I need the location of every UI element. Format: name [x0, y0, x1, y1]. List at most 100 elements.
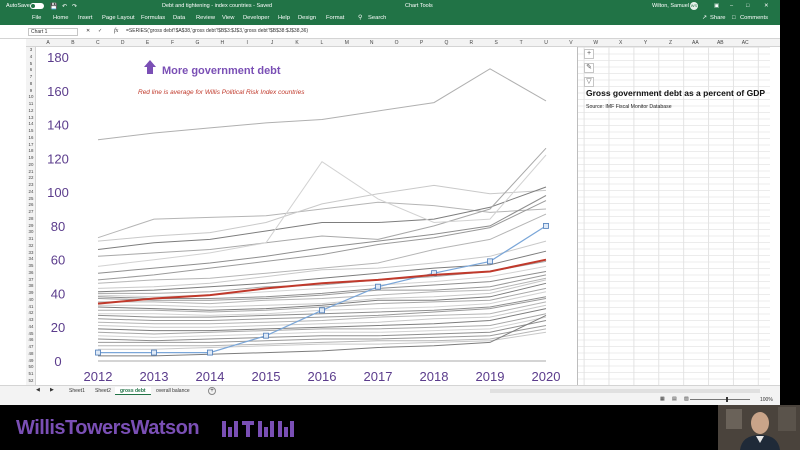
- column-header-l[interactable]: L: [320, 40, 324, 46]
- add-sheet-button[interactable]: +: [208, 387, 216, 395]
- row-header-20[interactable]: 20: [28, 161, 34, 167]
- country-series-line[interactable]: [98, 279, 547, 308]
- column-header-a[interactable]: A: [46, 40, 50, 46]
- row-header-50[interactable]: 50: [28, 364, 34, 370]
- tab-review[interactable]: Review: [196, 15, 216, 21]
- column-header-v[interactable]: V: [569, 40, 573, 46]
- column-header-n[interactable]: N: [369, 40, 374, 46]
- row-header-42[interactable]: 42: [28, 310, 34, 316]
- zoom-slider-thumb[interactable]: [726, 397, 728, 402]
- row-header-25[interactable]: 25: [28, 195, 34, 201]
- row-header-19[interactable]: 19: [28, 155, 34, 160]
- sheet-tab-overall-balance[interactable]: overall balance: [156, 388, 190, 394]
- share-icon[interactable]: ↗: [702, 15, 707, 21]
- row-header-51[interactable]: 51: [28, 371, 34, 376]
- selected-series-handle[interactable]: [263, 332, 269, 339]
- row-header-11[interactable]: 11: [28, 101, 34, 106]
- name-box[interactable]: Chart 1: [28, 28, 78, 36]
- row-header-18[interactable]: 18: [28, 148, 34, 154]
- column-header-q[interactable]: Q: [444, 40, 449, 46]
- country-series-line[interactable]: [97, 304, 547, 328]
- column-header-aa[interactable]: AA: [692, 40, 699, 46]
- country-series-line[interactable]: [97, 271, 547, 299]
- comments-button[interactable]: Comments: [740, 15, 769, 21]
- tab-view[interactable]: View: [222, 15, 235, 21]
- debt-chart[interactable]: 0 20 40 60 80 100 120 140 160 180 2012 2013 2014 2015…: [36, 47, 578, 385]
- sheet-tab-gross-debt[interactable]: gross debt: [115, 387, 151, 395]
- country-series-line[interactable]: [97, 240, 547, 289]
- row-header-45[interactable]: 45: [28, 330, 34, 336]
- user-avatar[interactable]: WS: [690, 2, 698, 10]
- selected-series-handle[interactable]: [319, 307, 325, 314]
- row-header-38[interactable]: 38: [28, 283, 34, 289]
- country-series-line[interactable]: [97, 184, 547, 242]
- tab-developer[interactable]: Developer: [243, 15, 270, 21]
- chart-elements-button[interactable]: +: [584, 49, 594, 59]
- tab-format[interactable]: Format: [326, 15, 345, 21]
- row-header-3[interactable]: 3: [29, 47, 33, 52]
- country-series-line[interactable]: [97, 282, 547, 311]
- row-header-40[interactable]: 40: [28, 296, 34, 302]
- search-box[interactable]: Search: [368, 15, 387, 21]
- row-header-17[interactable]: 17: [28, 141, 34, 147]
- country-series-line[interactable]: [97, 320, 547, 342]
- selected-series-handle[interactable]: [375, 283, 381, 290]
- row-header-6[interactable]: 6: [29, 67, 33, 73]
- tab-data[interactable]: Data: [173, 15, 186, 21]
- column-header-t[interactable]: T: [519, 40, 523, 46]
- selected-series-handle[interactable]: [151, 349, 157, 356]
- row-header-13[interactable]: 13: [28, 114, 34, 120]
- row-header-9[interactable]: 9: [29, 87, 33, 93]
- country-series-line[interactable]: [97, 313, 547, 335]
- row-header-34[interactable]: 34: [28, 256, 34, 262]
- country-series-line[interactable]: [98, 328, 547, 347]
- column-header-o[interactable]: O: [394, 40, 399, 46]
- formula-input[interactable]: =SERIES('gross debt'!$A$38,'gross debt'!…: [126, 28, 309, 34]
- row-header-37[interactable]: 37: [28, 276, 34, 282]
- tab-page-layout[interactable]: Page Layout: [102, 15, 135, 21]
- row-header-4[interactable]: 4: [29, 53, 33, 59]
- column-header-z[interactable]: Z: [668, 40, 673, 46]
- column-header-h[interactable]: H: [220, 40, 225, 46]
- row-header-46[interactable]: 46: [28, 337, 34, 343]
- scroll-right-icon[interactable]: ▶: [50, 387, 54, 393]
- page-break-icon[interactable]: ▧: [684, 396, 689, 402]
- horizontal-scrollbar[interactable]: [490, 389, 760, 393]
- selected-series-handle[interactable]: [487, 258, 493, 265]
- column-header-u[interactable]: U: [544, 40, 548, 46]
- tab-help[interactable]: Help: [278, 15, 290, 21]
- column-header-ab[interactable]: AB: [716, 40, 724, 46]
- column-header-g[interactable]: G: [195, 40, 200, 46]
- row-header-23[interactable]: 23: [28, 182, 34, 187]
- country-series-line[interactable]: [97, 201, 547, 239]
- row-header-21[interactable]: 21: [28, 168, 34, 174]
- row-header-22[interactable]: 22: [28, 175, 34, 181]
- row-header-28[interactable]: 28: [28, 215, 34, 221]
- country-series-line[interactable]: [97, 68, 547, 141]
- row-header-30[interactable]: 30: [28, 229, 34, 235]
- ribbon-display-icon[interactable]: ▣: [714, 3, 720, 9]
- row-header-33[interactable]: 33: [28, 249, 34, 255]
- column-header-w[interactable]: W: [593, 40, 599, 46]
- column-header-c[interactable]: C: [95, 40, 100, 46]
- country-series-line[interactable]: [98, 325, 547, 343]
- row-header-41[interactable]: 41: [28, 303, 34, 309]
- column-header-r[interactable]: R: [469, 40, 474, 46]
- row-header-43[interactable]: 43: [28, 317, 34, 322]
- tab-home[interactable]: Home: [53, 15, 69, 21]
- row-header-15[interactable]: 15: [28, 128, 34, 133]
- row-header-32[interactable]: 32: [28, 242, 34, 248]
- country-series-line[interactable]: [97, 301, 547, 325]
- country-series-line[interactable]: [97, 195, 547, 274]
- country-series-line[interactable]: [97, 154, 547, 267]
- row-header-35[interactable]: 35: [28, 263, 34, 268]
- row-header-7[interactable]: 7: [29, 74, 33, 79]
- column-header-y[interactable]: Y: [643, 40, 648, 46]
- column-header-x[interactable]: X: [619, 40, 623, 46]
- column-header-s[interactable]: S: [494, 40, 498, 46]
- column-header-m[interactable]: M: [344, 40, 349, 46]
- row-header-39[interactable]: 39: [28, 290, 34, 295]
- sheet-tab-sheet2[interactable]: Sheet2: [95, 388, 111, 394]
- country-series-line[interactable]: [97, 274, 547, 301]
- country-series-line[interactable]: [98, 287, 547, 313]
